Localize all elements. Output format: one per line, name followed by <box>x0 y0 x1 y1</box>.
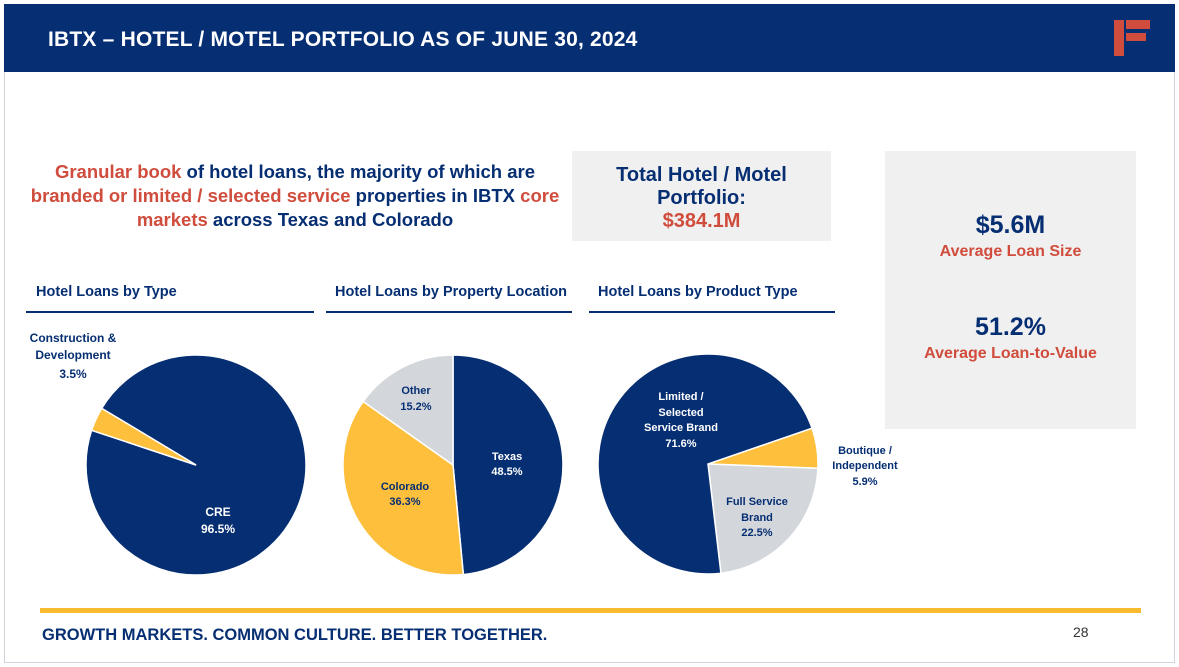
slice-value-texas: 48.5% <box>491 466 522 478</box>
chart-title-product: Hotel Loans by Product Type <box>598 284 798 300</box>
pie-chart-property-location <box>342 354 564 576</box>
slice-value-cre: 96.5% <box>201 522 235 536</box>
intro-text-3: across Texas and Colorado <box>207 209 454 230</box>
avg-loan-size-value: $5.6M <box>975 211 1046 239</box>
intro-text-1: of hotel loans, the majority of which ar… <box>181 161 536 182</box>
avg-ltv-value: 51.2% <box>975 313 1046 341</box>
slice-label-cre: CRE <box>205 505 230 519</box>
avg-loan-size-label: Average Loan Size <box>939 243 1082 260</box>
intro-text-2: properties in IBTX <box>350 185 521 206</box>
slice-label-other: Other <box>401 385 431 397</box>
company-logo-icon <box>1114 20 1150 56</box>
intro-highlight-core-markets: core markets <box>136 185 560 230</box>
chart-title-type: Hotel Loans by Type <box>36 284 177 300</box>
pie-slice-texas <box>452 354 564 576</box>
pie-chart-loan-type <box>85 354 307 576</box>
slice-label-boutique-line2: Independent <box>832 460 898 472</box>
pie-slice-full-service-brand <box>707 463 819 575</box>
avg-ltv-stat: 51.2% Average Loan-to-Value <box>885 313 1136 363</box>
slice-label-texas: Texas <box>492 451 522 463</box>
key-stats-box: $5.6M Average Loan Size 51.2% Average Lo… <box>885 151 1136 429</box>
chart-title-rule <box>26 311 314 313</box>
slice-label-full-service-line1: Full Service <box>726 496 788 508</box>
pie-slice-construction-development <box>90 407 197 466</box>
chart-title-rule <box>589 311 835 313</box>
intro-highlight-branded: branded or limited / selected service <box>30 185 351 206</box>
slice-value-other: 15.2% <box>400 401 431 413</box>
slice-label-construction-line1: Construction & <box>30 331 117 345</box>
chart-title-location: Hotel Loans by Property Location <box>335 284 568 300</box>
header-bar: IBTX – HOTEL / MOTEL PORTFOLIO AS OF JUN… <box>4 4 1175 72</box>
page-title: IBTX – HOTEL / MOTEL PORTFOLIO AS OF JUN… <box>48 28 638 51</box>
slice-value-full-service: 22.5% <box>741 527 772 539</box>
slice-value-colorado: 36.3% <box>389 496 420 508</box>
intro-highlight-granular: Granular book <box>54 161 182 182</box>
avg-ltv-label: Average Loan-to-Value <box>924 345 1097 362</box>
pie-slice-colorado <box>342 400 465 576</box>
page-number: 28 <box>1073 624 1089 640</box>
slice-value-limited: 71.6% <box>665 438 696 450</box>
total-portfolio-label: Total Hotel / Motel Portfolio: <box>616 164 787 209</box>
chart-title-rule <box>326 311 572 313</box>
footer-tagline: GROWTH MARKETS. COMMON CULTURE. BETTER T… <box>42 626 548 644</box>
slice-value-construction: 3.5% <box>59 367 87 381</box>
slice-label-limited-line1: Limited / <box>658 391 703 403</box>
pie-slice-other <box>362 354 454 467</box>
slice-label-colorado: Colorado <box>381 481 430 493</box>
slice-label-limited-line2: Selected <box>658 407 703 419</box>
pie-chart-product-type <box>597 353 819 575</box>
intro-statement: Granular book of hotel loans, the majori… <box>30 160 560 232</box>
total-portfolio-value: $384.1M <box>662 210 741 232</box>
slice-value-boutique: 5.9% <box>852 476 877 488</box>
slice-label-construction-line2: Development <box>35 348 110 362</box>
footer-rule <box>40 608 1141 613</box>
slice-label-limited-line3: Service Brand <box>644 422 718 434</box>
total-portfolio-box: Total Hotel / Motel Portfolio: $384.1M <box>572 151 831 241</box>
slice-label-full-service-line2: Brand <box>741 512 773 524</box>
slice-label-boutique-line1: Boutique / <box>838 445 892 457</box>
avg-loan-size-stat: $5.6M Average Loan Size <box>885 211 1136 261</box>
pie-slice-limited-selected-service-brand <box>597 353 813 575</box>
